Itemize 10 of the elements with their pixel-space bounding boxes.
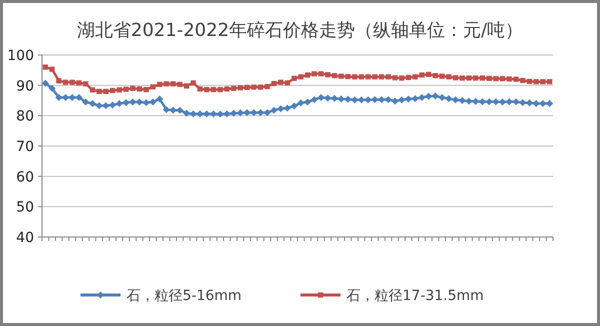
- y-tick-label: 70: [16, 139, 34, 155]
- y-tick-label: 50: [16, 200, 34, 216]
- y-tick-label: 60: [16, 169, 34, 186]
- y-tick-label: 90: [16, 78, 34, 94]
- legend-label: 石，粒径5-16mm: [126, 288, 242, 304]
- y-tick-label: 40: [16, 230, 34, 246]
- chart-title: 湖北省2021-2022年碎石价格走势（纵轴单位：元/吨）: [76, 20, 524, 41]
- y-tick-label: 80: [16, 108, 34, 125]
- y-tick-label: 100: [7, 48, 34, 64]
- legend-label: 石，粒径17-31.5mm: [346, 288, 484, 304]
